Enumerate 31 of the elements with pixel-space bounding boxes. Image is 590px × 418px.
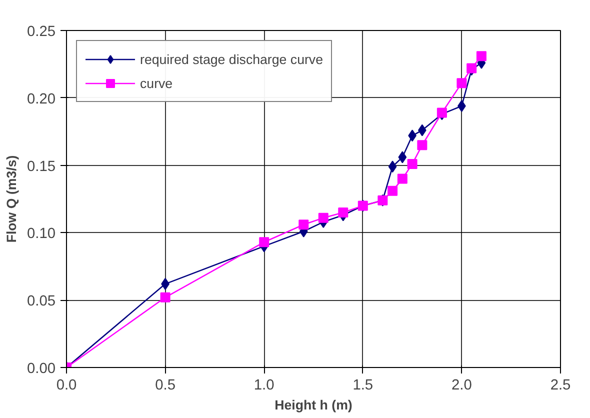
point — [398, 151, 407, 164]
point — [407, 158, 418, 169]
y-tick-label: 0.00 — [26, 361, 56, 377]
x-axis-title: Height h (m) — [274, 398, 352, 412]
point — [397, 174, 408, 184]
point — [298, 220, 309, 230]
point — [388, 186, 398, 196]
x-tick-label: 2.5 — [550, 378, 571, 394]
x-tick-label: 2.0 — [452, 378, 472, 394]
y-tick-label: 0.25 — [26, 24, 56, 40]
point — [388, 160, 397, 173]
point — [466, 63, 477, 74]
point — [318, 212, 328, 223]
x-tick-label: 1.0 — [254, 378, 274, 394]
point — [338, 207, 348, 218]
x-tick-label: 0.5 — [155, 378, 176, 394]
point — [476, 51, 486, 62]
y-tick-label: 0.15 — [26, 158, 56, 175]
y-tick-label: 0.10 — [26, 226, 56, 242]
x-tick-label: 0.0 — [56, 378, 77, 394]
legend-label: curve — [140, 76, 173, 90]
x-tick-label: 1.5 — [352, 378, 374, 394]
legend-label: required stage discharge curve — [140, 52, 323, 66]
point — [436, 108, 447, 118]
y-tick-label: 0.05 — [26, 294, 56, 310]
point — [456, 78, 467, 88]
y-tick-label: 0.20 — [26, 91, 56, 108]
point — [417, 140, 428, 150]
y-axis-title: Flow Q (m3/s) — [4, 155, 19, 243]
point — [160, 292, 170, 302]
point — [259, 237, 270, 248]
